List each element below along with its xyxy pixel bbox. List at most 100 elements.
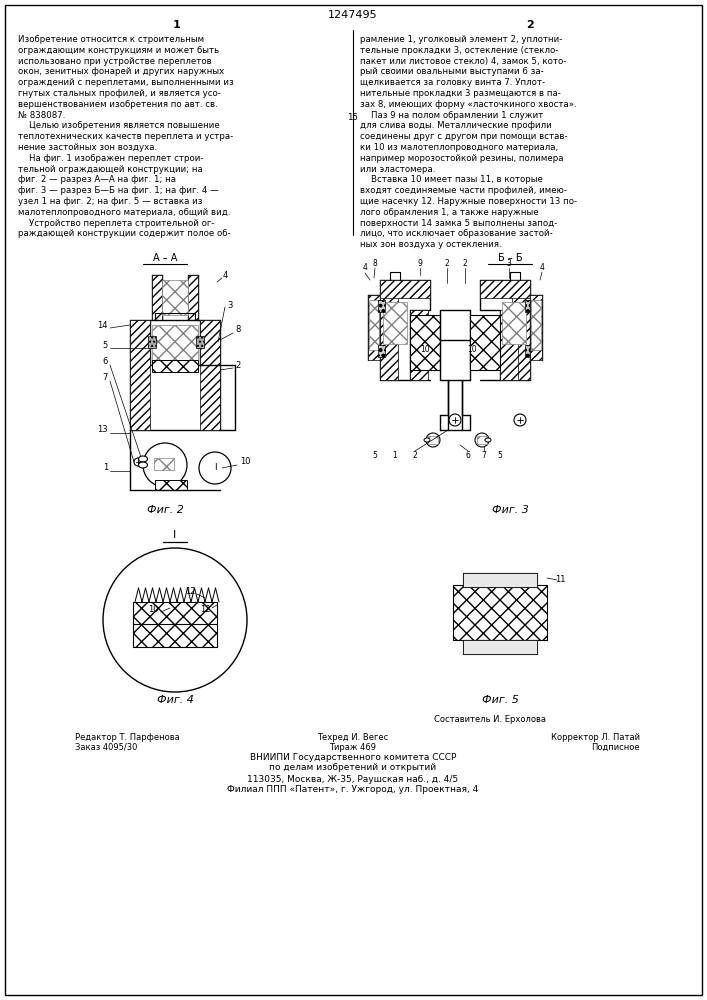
Bar bbox=[369, 300, 379, 350]
Text: 4: 4 bbox=[539, 262, 544, 271]
Text: ограждений с переплетами, выполненными из: ограждений с переплетами, выполненными и… bbox=[18, 78, 234, 87]
Text: 10: 10 bbox=[240, 458, 250, 466]
Text: 12: 12 bbox=[200, 605, 210, 614]
Text: фиг. 3 — разрез Б—Б на фиг. 1; на фиг. 4 —: фиг. 3 — разрез Б—Б на фиг. 1; на фиг. 4… bbox=[18, 186, 218, 195]
Text: раждающей конструкции содержит полое об-: раждающей конструкции содержит полое об- bbox=[18, 229, 230, 238]
Text: 4: 4 bbox=[363, 263, 368, 272]
Text: Вставка 10 имеет пазы 11, в которые: Вставка 10 имеет пазы 11, в которые bbox=[360, 175, 543, 184]
Text: узел 1 на фиг. 2; на фиг. 5 — вставка из: узел 1 на фиг. 2; на фиг. 5 — вставка из bbox=[18, 197, 202, 206]
Text: или эластомера.: или эластомера. bbox=[360, 165, 436, 174]
Text: 1: 1 bbox=[173, 20, 181, 30]
Text: Техред И. Вегес: Техред И. Вегес bbox=[317, 733, 389, 742]
Bar bbox=[530, 295, 542, 360]
Text: Составитель И. Ерхолова: Составитель И. Ерхолова bbox=[434, 716, 546, 724]
Text: На фиг. 1 изображен переплет строи-: На фиг. 1 изображен переплет строи- bbox=[18, 154, 204, 163]
Text: входят соединяемые части профилей, имею-: входят соединяемые части профилей, имею- bbox=[360, 186, 567, 195]
Text: ограждающим конструкциям и может быть: ограждающим конструкциям и может быть bbox=[18, 46, 219, 55]
Text: тельные прокладки 3, остекление (стекло-: тельные прокладки 3, остекление (стекло- bbox=[360, 46, 559, 55]
Text: I: I bbox=[173, 530, 177, 540]
Text: 5: 5 bbox=[498, 452, 503, 460]
Text: нение застойных зон воздуха.: нение застойных зон воздуха. bbox=[18, 143, 157, 152]
Bar bbox=[155, 480, 187, 490]
Bar bbox=[378, 345, 385, 357]
Bar bbox=[188, 275, 198, 320]
Text: 11: 11 bbox=[555, 576, 566, 584]
Text: 13: 13 bbox=[98, 426, 108, 434]
Bar bbox=[410, 310, 428, 380]
Bar bbox=[152, 325, 198, 360]
Bar bbox=[383, 302, 407, 344]
Text: 3: 3 bbox=[506, 258, 511, 267]
Text: теплотехнических качеств переплета и устра-: теплотехнических качеств переплета и уст… bbox=[18, 132, 233, 141]
Text: 2: 2 bbox=[526, 20, 534, 30]
Text: 8: 8 bbox=[235, 326, 240, 334]
Text: 2: 2 bbox=[462, 258, 467, 267]
Text: пакет или листовое стекло) 4, замок 5, кото-: пакет или листовое стекло) 4, замок 5, к… bbox=[360, 57, 566, 66]
Bar bbox=[477, 436, 487, 444]
Bar bbox=[453, 585, 547, 640]
Circle shape bbox=[449, 414, 461, 426]
Text: 6: 6 bbox=[466, 452, 470, 460]
Bar bbox=[463, 640, 537, 654]
Circle shape bbox=[514, 414, 526, 426]
Text: малотеплопроводного материала, общий вид.: малотеплопроводного материала, общий вид… bbox=[18, 208, 230, 217]
Text: 1: 1 bbox=[392, 452, 397, 460]
Text: Фиг. 3: Фиг. 3 bbox=[491, 505, 528, 515]
Text: 7: 7 bbox=[103, 373, 108, 382]
Text: Фиг. 2: Фиг. 2 bbox=[146, 505, 183, 515]
Text: 1: 1 bbox=[103, 464, 108, 473]
Text: вершенствованием изобретения по авт. св.: вершенствованием изобретения по авт. св. bbox=[18, 100, 218, 109]
Bar bbox=[410, 315, 440, 370]
Bar bbox=[470, 315, 500, 370]
Text: Фиг. 4: Фиг. 4 bbox=[156, 695, 194, 705]
Ellipse shape bbox=[424, 438, 430, 442]
Text: Подписное: Подписное bbox=[591, 743, 640, 752]
Bar bbox=[152, 360, 198, 372]
Text: рый своими овальными выступами 6 за-: рый своими овальными выступами 6 за- bbox=[360, 67, 544, 76]
Bar bbox=[463, 640, 537, 654]
Text: 2: 2 bbox=[445, 258, 450, 267]
Text: 3: 3 bbox=[228, 300, 233, 310]
Text: 12: 12 bbox=[185, 587, 195, 596]
Bar bbox=[162, 280, 188, 315]
Text: поверхности 14 замка 5 выполнены запод-: поверхности 14 замка 5 выполнены запод- bbox=[360, 219, 557, 228]
Text: 15: 15 bbox=[348, 113, 358, 122]
Bar bbox=[152, 275, 162, 320]
Bar bbox=[133, 602, 217, 647]
Text: Целью изобретения является повышение: Целью изобретения является повышение bbox=[18, 121, 220, 130]
Bar bbox=[463, 573, 537, 587]
Text: Б – Б: Б – Б bbox=[498, 253, 522, 263]
Bar bbox=[525, 345, 532, 357]
Bar bbox=[130, 320, 150, 430]
Text: 1247495: 1247495 bbox=[328, 10, 378, 20]
Text: для слива воды. Металлические профили: для слива воды. Металлические профили bbox=[360, 121, 551, 130]
Text: рамление 1, уголковый элемент 2, уплотни-: рамление 1, уголковый элемент 2, уплотни… bbox=[360, 35, 562, 44]
Bar bbox=[380, 280, 430, 298]
Bar bbox=[463, 573, 537, 587]
Circle shape bbox=[134, 458, 142, 466]
Text: Изобретение относится к строительным: Изобретение относится к строительным bbox=[18, 35, 204, 44]
Text: лого обрамления 1, а также наружные: лого обрамления 1, а также наружные bbox=[360, 208, 539, 217]
Text: Филиал ППП «Патент», г. Ужгород, ул. Проектная, 4: Филиал ППП «Патент», г. Ужгород, ул. Про… bbox=[228, 786, 479, 794]
Bar bbox=[502, 302, 526, 344]
Bar bbox=[200, 320, 220, 430]
Circle shape bbox=[143, 443, 187, 487]
Bar bbox=[428, 436, 438, 444]
Bar bbox=[531, 300, 541, 350]
Bar bbox=[380, 280, 398, 380]
Bar bbox=[196, 336, 204, 348]
Text: ных зон воздуха у остекления.: ных зон воздуха у остекления. bbox=[360, 240, 502, 249]
Text: 5: 5 bbox=[373, 452, 378, 460]
Text: Редактор Т. Парфенова: Редактор Т. Парфенова bbox=[75, 733, 180, 742]
Text: ки 10 из малотеплопроводного материала,: ки 10 из малотеплопроводного материала, bbox=[360, 143, 558, 152]
Text: 10: 10 bbox=[420, 346, 430, 355]
Text: Тираж 469: Тираж 469 bbox=[329, 743, 377, 752]
Circle shape bbox=[475, 433, 489, 447]
Text: ВНИИПИ Государственного комитета СССР: ВНИИПИ Государственного комитета СССР bbox=[250, 752, 456, 762]
Bar bbox=[480, 280, 530, 298]
Circle shape bbox=[199, 452, 231, 484]
Text: использовано при устройстве переплетов: использовано при устройстве переплетов bbox=[18, 57, 212, 66]
Bar bbox=[500, 310, 518, 380]
Text: 4: 4 bbox=[223, 270, 228, 279]
Bar bbox=[368, 295, 380, 360]
